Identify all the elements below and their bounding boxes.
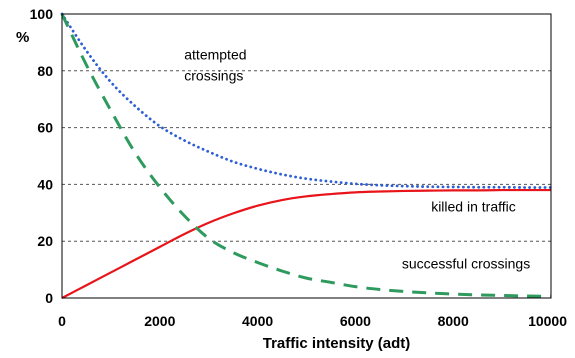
x-tick-label: 4000 [242,313,273,329]
curve-annotation: attempted [184,46,246,62]
curve-annotations: attempted crossings killed in traffic succe… [184,46,530,271]
y-tick-label: 100 [30,6,54,22]
y-tick-label: 60 [37,120,53,136]
curve-annotation: killed in traffic [431,198,516,214]
y-tick-label: 40 [37,176,53,192]
y-tick-label: 20 [37,233,53,249]
x-axis-label: Traffic intensity (adt) [263,335,411,352]
series-line-attempted-crossings [60,12,553,189]
y-axis-label: % [16,29,29,46]
series-lines [60,12,553,299]
y-tick-label: 80 [37,63,53,79]
curve-annotation: successful crossings [402,256,530,272]
series-line-successful-crossings [60,13,552,298]
y-tick-labels: 0 20 40 60 80 100 [30,6,54,306]
x-tick-labels: 0 2000 4000 6000 8000 10000 [58,313,567,329]
x-tick-label: 2000 [144,313,175,329]
x-tick-label: 8000 [438,313,469,329]
x-tick-label: 6000 [340,313,371,329]
x-tick-label: 10000 [528,313,567,329]
curve-annotation: crossings [184,68,243,84]
series-line-killed-in-traffic [61,188,551,299]
y-tick-label: 0 [45,290,53,306]
x-tick-label: 0 [58,313,66,329]
grid-lines [62,70,551,242]
plot-frame [61,13,552,299]
